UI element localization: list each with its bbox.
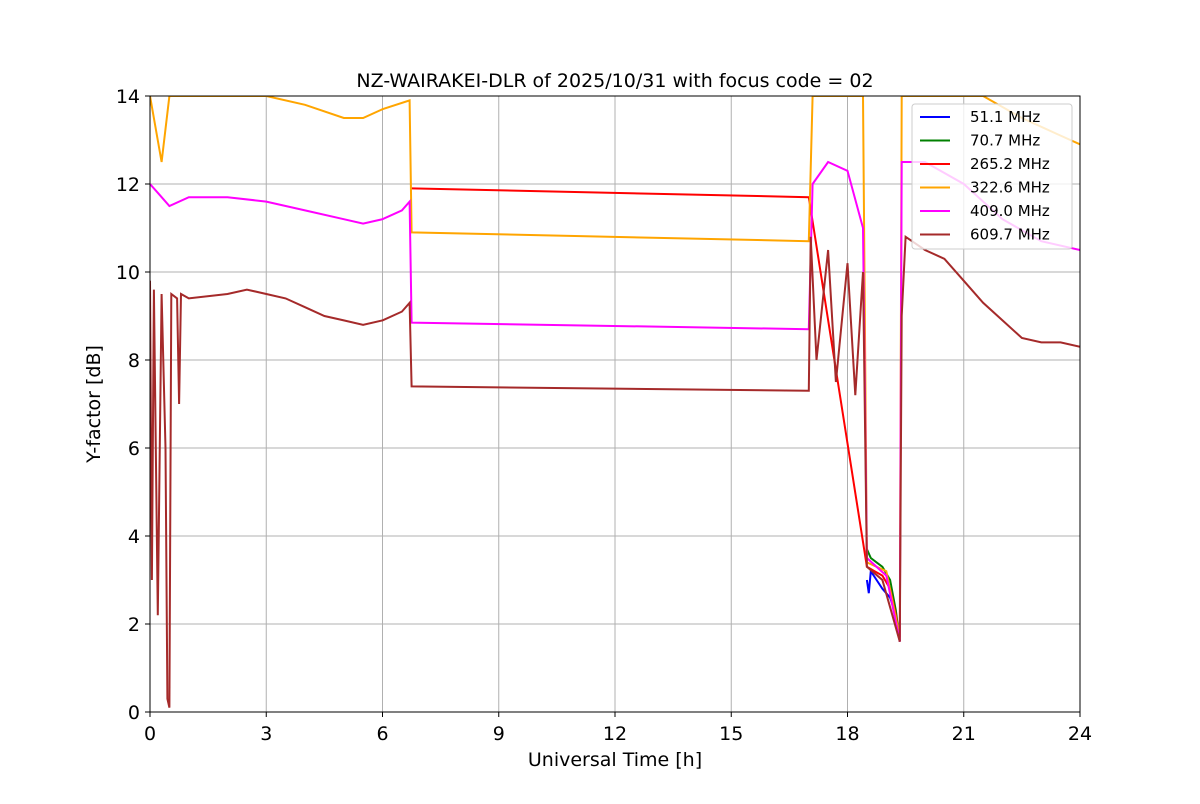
chart-title: NZ-WAIRAKEI-DLR of 2025/10/31 with focus… — [356, 70, 873, 92]
legend-label: 51.1 MHz — [970, 108, 1040, 126]
series-line-5 — [150, 234, 1080, 708]
y-axis-label: Y-factor [dB] — [83, 345, 105, 464]
y-tick-label: 0 — [128, 702, 140, 724]
y-tick-label: 14 — [116, 86, 140, 108]
x-axis-ticks: 0 3 6 9 12 15 18 21 24 — [144, 712, 1092, 745]
y-tick-label: 12 — [116, 174, 140, 196]
legend-label: 322.6 MHz — [970, 179, 1050, 197]
y-tick-label: 4 — [128, 526, 140, 548]
x-tick-label: 3 — [260, 723, 272, 745]
legend-label: 409.0 MHz — [970, 202, 1050, 220]
legend-label: 70.7 MHz — [970, 132, 1040, 150]
legend-label: 265.2 MHz — [970, 155, 1050, 173]
x-tick-label: 6 — [376, 723, 388, 745]
x-tick-label: 18 — [835, 723, 859, 745]
legend-box — [911, 103, 1073, 250]
x-tick-label: 21 — [952, 723, 976, 745]
y-tick-label: 8 — [128, 350, 140, 372]
y-tick-label: 10 — [116, 262, 140, 284]
legend: 51.1 MHz 70.7 MHz 265.2 MHz 322.6 MHz 409.0… — [911, 103, 1073, 250]
y-tick-label: 2 — [128, 614, 140, 636]
x-tick-label: 12 — [603, 723, 627, 745]
y-tick-label: 6 — [128, 438, 140, 460]
x-tick-label: 24 — [1068, 723, 1092, 745]
x-axis-label: Universal Time [h] — [528, 749, 702, 771]
x-tick-label: 0 — [144, 723, 156, 745]
legend-label: 609.7 MHz — [970, 226, 1050, 244]
series-line-3 — [150, 96, 1080, 638]
x-tick-label: 15 — [719, 723, 743, 745]
x-tick-label: 9 — [493, 723, 505, 745]
y-axis-ticks: 0 2 4 6 8 10 12 14 — [116, 86, 150, 724]
